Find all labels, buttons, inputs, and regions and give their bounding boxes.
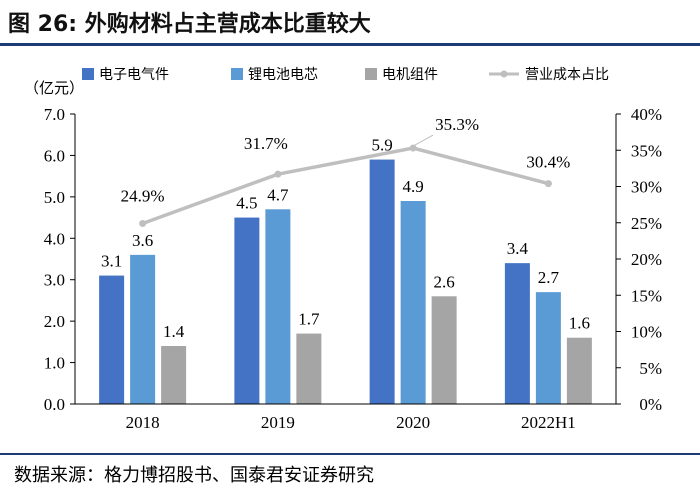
bar	[431, 296, 457, 404]
y2-tick-label: 0%	[639, 395, 662, 414]
title-bar: 图 26: 外购材料占主营成本比重较大	[0, 0, 700, 44]
y2-tick-label: 35%	[631, 141, 662, 160]
line-series: 24.9% 31.7% 35.3% 30.4%	[121, 115, 570, 227]
y2-tick-label: 15%	[631, 286, 662, 305]
bar-data-label: 3.1	[101, 252, 122, 271]
page-title: 图 26: 外购材料占主营成本比重较大	[8, 12, 371, 37]
bars: 3.1 4.5 5.9 3.4 3.6 4.7 4.9 2.7 1.4 1.7 2.6 1.6	[99, 136, 592, 404]
y-tick-label: 4.0	[44, 229, 65, 248]
bar-data-label: 4.5	[236, 194, 257, 213]
legend: 电子电气件 锂电池电芯 电机组件 营业成本占比	[82, 67, 609, 83]
bar-data-label: 3.4	[507, 239, 529, 258]
bar	[535, 292, 561, 404]
bar	[369, 159, 395, 404]
legend-label: 电子电气件	[99, 67, 169, 83]
bar	[566, 337, 592, 404]
y2-tick-label: 20%	[631, 250, 662, 269]
y2-tick-label: 30%	[631, 178, 662, 197]
line-data-label: 35.3%	[435, 115, 479, 134]
bar-data-label: 3.6	[132, 231, 153, 250]
title-divider	[0, 43, 700, 46]
bar	[265, 209, 291, 404]
line-label-leader	[412, 134, 434, 147]
legend-swatch	[82, 68, 94, 80]
line-point	[409, 144, 417, 152]
x-tick-label: 2019	[261, 413, 295, 432]
bar-data-label: 4.9	[403, 177, 424, 196]
line-path	[142, 146, 549, 226]
legend-line-marker	[500, 70, 508, 78]
source-note: 数据来源：格力博招股书、国泰君安证券研究	[14, 465, 374, 486]
x-tick-label: 2018	[126, 413, 160, 432]
y-tick-label: 7.0	[44, 105, 65, 124]
line-point	[544, 180, 552, 188]
bar-data-label: 2.6	[434, 272, 455, 291]
line-point	[139, 219, 147, 227]
bar	[99, 275, 125, 404]
y2-tick-label: 10%	[631, 323, 662, 342]
bar-data-label: 4.7	[267, 185, 289, 204]
legend-swatch	[365, 68, 377, 80]
bar	[161, 346, 187, 404]
bar-data-label: 1.7	[298, 310, 320, 329]
bar	[234, 217, 260, 404]
bar	[296, 333, 322, 404]
bar-data-label: 2.7	[538, 268, 560, 287]
y2-tick-label: 25%	[631, 214, 662, 233]
bar-data-label: 1.4	[163, 322, 185, 341]
legend-label: 营业成本占比	[525, 67, 609, 83]
bar-data-label: 5.9	[372, 136, 393, 155]
line-data-label: 31.7%	[244, 134, 288, 153]
legend-label: 电机组件	[382, 67, 438, 83]
y-axis-left: 0.0 1.0 2.0 3.0 4.0 5.0 6.0 7.0	[44, 105, 76, 414]
legend-label: 锂电池电芯	[248, 67, 318, 83]
y-tick-label: 6.0	[44, 146, 65, 165]
y2-tick-label: 5%	[639, 359, 662, 378]
x-tick-label: 2022H1	[521, 413, 576, 432]
bar-data-label: 1.6	[569, 314, 590, 333]
y2-tick-label: 40%	[631, 105, 662, 124]
y-tick-label: 3.0	[44, 271, 65, 290]
bar	[400, 201, 426, 404]
bar	[130, 254, 156, 404]
x-tick-label: 2020	[396, 413, 430, 432]
y-tick-label: 2.0	[44, 312, 65, 331]
y-axis-right: 0% 5% 10% 15% 20% 25% 30% 35% 40%	[615, 105, 662, 414]
y-tick-label: 1.0	[44, 354, 65, 373]
line-point	[274, 170, 282, 178]
footer-divider	[0, 453, 700, 455]
y-axis-unit-label: （亿元）	[24, 80, 84, 97]
bar	[504, 263, 530, 404]
y-tick-label: 5.0	[44, 188, 65, 207]
legend-swatch	[231, 68, 243, 80]
x-axis: 2018 2019 2020 2022H1	[75, 403, 616, 432]
line-data-label: 24.9%	[121, 186, 165, 205]
y-tick-label: 0.0	[44, 395, 65, 414]
line-data-label: 30.4%	[526, 153, 570, 172]
